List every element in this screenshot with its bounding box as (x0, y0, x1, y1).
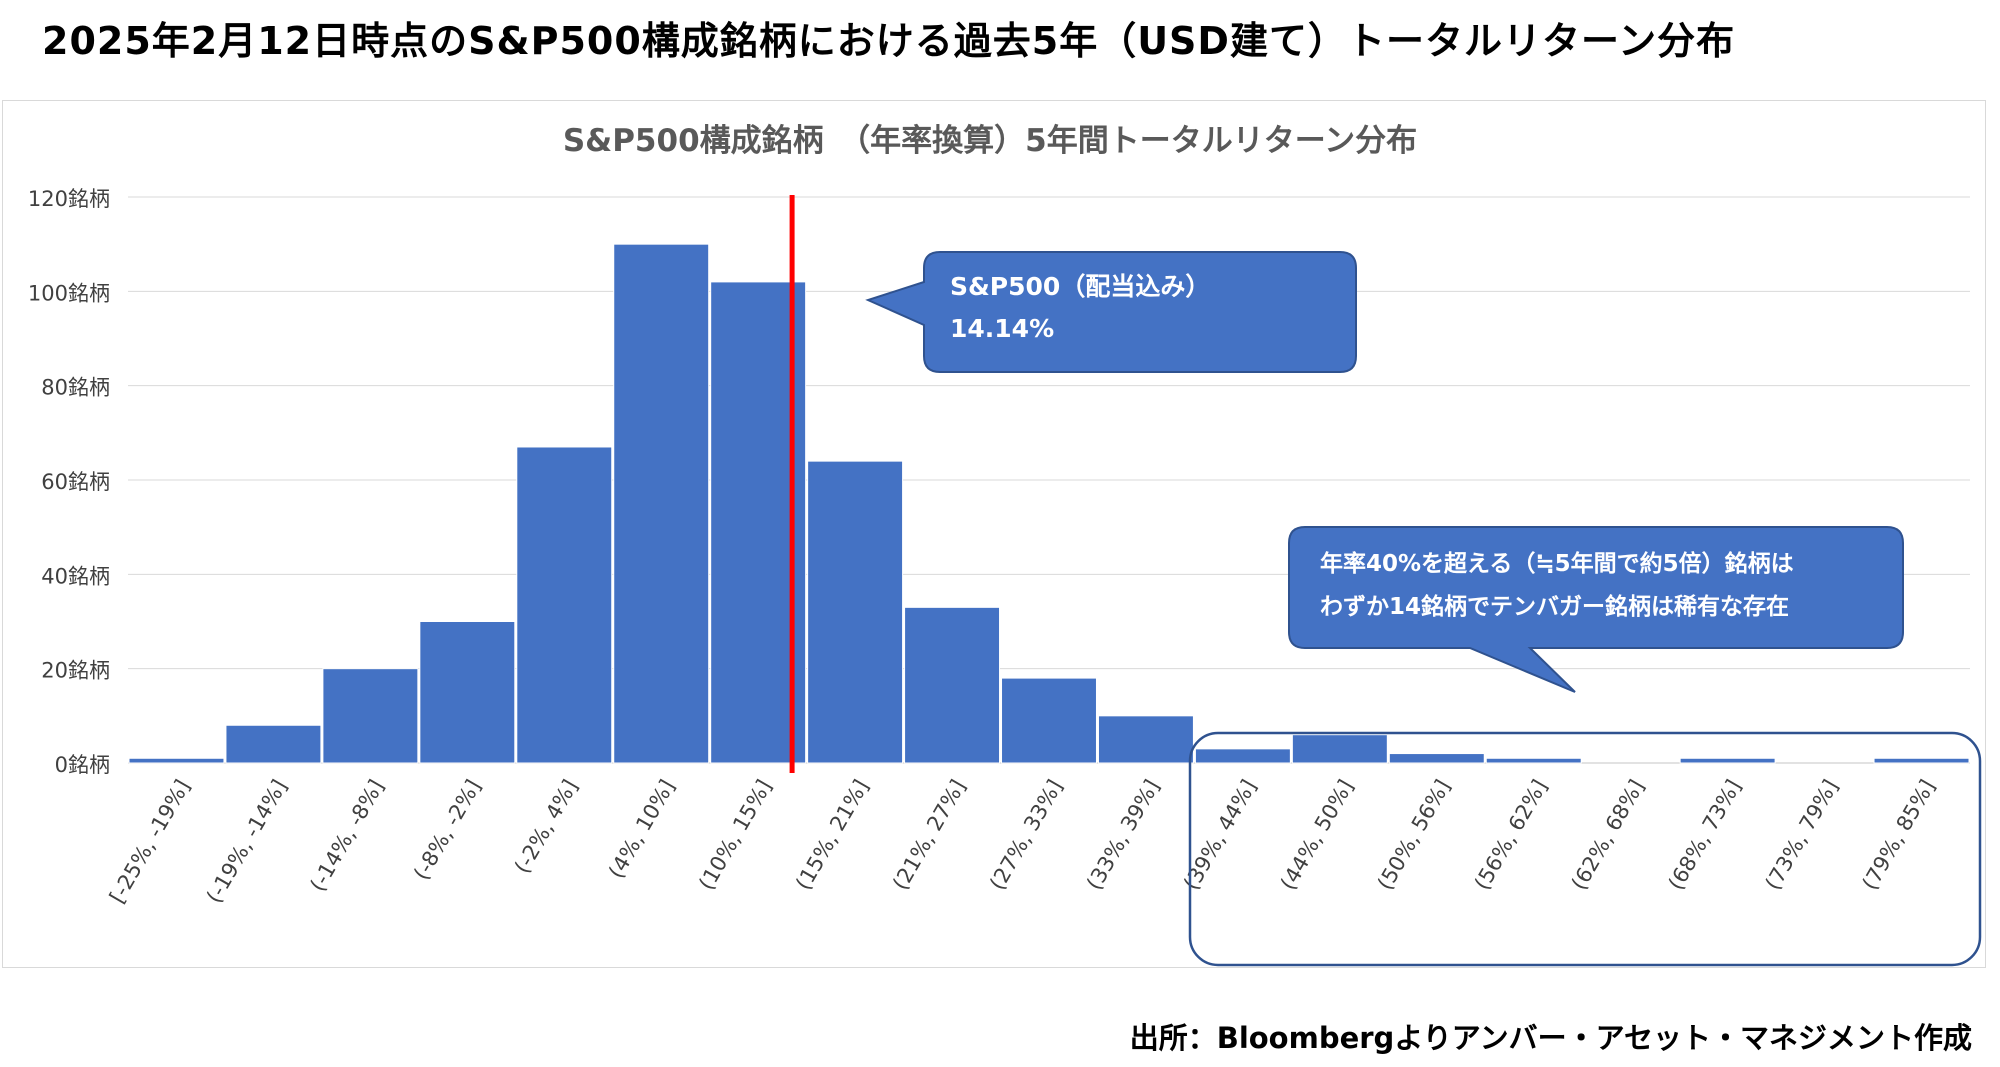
x-tick-label: (-2%, 4%] (510, 776, 583, 878)
bar (516, 446, 613, 764)
source-note: 出所：Bloombergよりアンバー・アセット・マネジメント作成 (1129, 1021, 1972, 1055)
bar (904, 606, 1001, 764)
bar (807, 460, 904, 764)
x-tick-label: (15%, 21%] (791, 776, 873, 895)
sp500-callout (865, 251, 1357, 373)
x-tick-label: (-8%, -2%] (409, 776, 486, 885)
bar (1001, 677, 1097, 764)
bar (1485, 757, 1582, 764)
sp500-callout-text: 14.14% (950, 314, 1054, 343)
y-tick-label: 80銘柄 (41, 376, 110, 400)
sp500-callout-text: S&P500（配当込み） (950, 272, 1210, 301)
bar (1291, 734, 1388, 764)
annotations: S&P500（配当込み） 14.14% 年率40%を超える（≒5年間で約5倍）銘柄は… (789, 195, 1982, 967)
x-tick-label: (44%, 50%] (1276, 776, 1358, 895)
high-return-callout-text: 年率40%を超える（≒5年間で約5倍）銘柄は (1320, 550, 1794, 577)
y-tick-label: 40銘柄 (41, 564, 110, 588)
y-axis-ticks: 0銘柄 20銘柄 40銘柄 60銘柄 80銘柄 100銘柄 120銘柄 (28, 187, 110, 777)
bar (322, 668, 419, 764)
high-return-callout-text: わずか14銘柄でテンバガー銘柄は稀有な存在 (1320, 593, 1789, 620)
x-tick-label: (68%, 73%] (1664, 776, 1746, 895)
y-tick-label: 100銘柄 (28, 281, 110, 305)
chart-title: S&P500構成銘柄 （年率換算）5年間トータルリターン分布 (563, 123, 1417, 159)
y-tick-label: 0銘柄 (55, 753, 110, 777)
x-tick-label: (10%, 15%] (694, 776, 776, 895)
x-tick-label: (62%, 68%] (1567, 776, 1649, 895)
bars (128, 243, 1970, 764)
page-heading: 2025年2月12日時点のS&P500構成銘柄における過去5年（USD建て）トー… (42, 19, 1736, 63)
bar (419, 621, 516, 764)
bar (1097, 715, 1194, 764)
y-tick-label: 60銘柄 (41, 470, 110, 494)
chart-frame (2, 100, 1986, 968)
x-tick-label: (73%, 79%] (1761, 776, 1843, 895)
bar (1388, 753, 1485, 764)
x-tick-label: (4%, 10%] (604, 776, 680, 883)
x-tick-label: (-19%, -14%] (202, 776, 292, 908)
x-tick-label: (-14%, -8%] (305, 776, 388, 896)
x-tick-label: [-25%, -19%] (105, 776, 195, 908)
x-tick-label: (21%, 27%] (888, 776, 970, 895)
y-tick-label: 120銘柄 (28, 187, 110, 211)
x-axis-ticks: [-25%, -19%] (-19%, -14%] (-14%, -8%] (-8%,… (105, 776, 1940, 908)
x-tick-label: (56%, 62%] (1470, 776, 1552, 895)
bar (613, 243, 710, 764)
bar (128, 757, 225, 764)
x-tick-label: (27%, 33%] (985, 776, 1067, 895)
high-return-callout (1288, 526, 1904, 693)
bar (1873, 757, 1970, 764)
x-tick-label: (50%, 56%] (1373, 776, 1455, 895)
high-return-highlight-box (1188, 731, 1982, 967)
bar (1679, 757, 1776, 764)
bar (225, 724, 322, 764)
histogram-chart: S&P500構成銘柄 （年率換算）5年間トータルリターン分布 0銘柄 20銘柄 40… (28, 123, 1982, 967)
bar (1194, 748, 1291, 764)
y-tick-label: 20銘柄 (41, 659, 110, 683)
x-tick-label: (79%, 85%] (1858, 776, 1940, 895)
x-tick-label: (33%, 39%] (1082, 776, 1164, 895)
